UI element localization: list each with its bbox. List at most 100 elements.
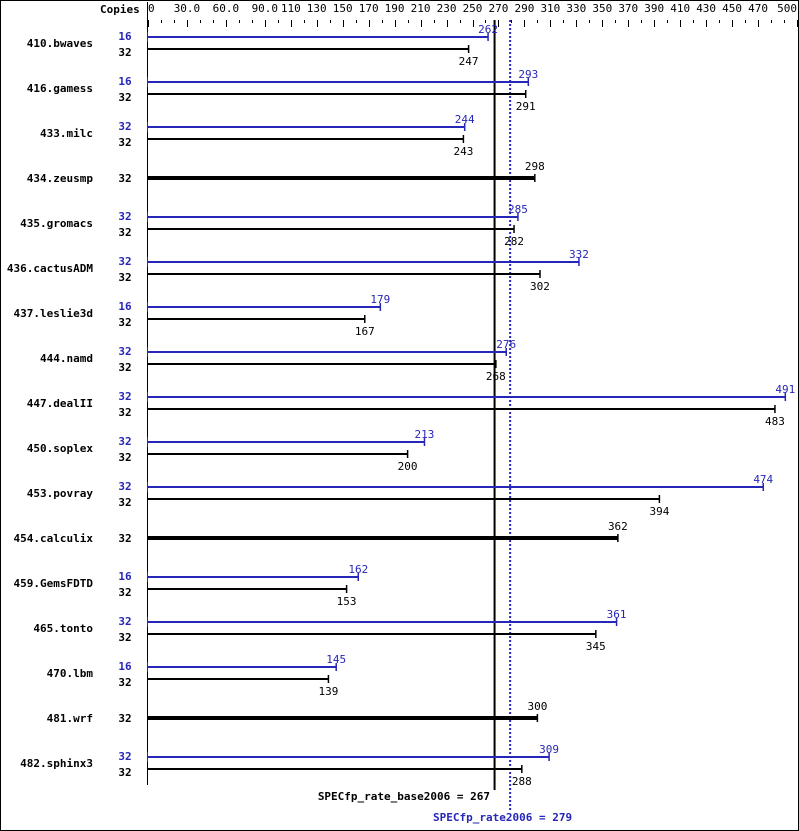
benchmark-label: 433.milc (40, 127, 93, 140)
peak-value-label: 309 (539, 743, 559, 756)
copies-label: 32 (118, 712, 131, 725)
peak-value-label: 276 (496, 338, 516, 351)
x-tick-label: 290 (514, 2, 534, 15)
copies-label: 32 (118, 532, 131, 545)
x-tick-label: 390 (644, 2, 664, 15)
benchmark-label: 453.povray (27, 487, 94, 500)
base-copies-label: 32 (118, 586, 131, 599)
base-value-label: 153 (337, 595, 357, 608)
peak-value-label: 293 (518, 68, 538, 81)
peak-value-label: 361 (607, 608, 627, 621)
base-value-label: 298 (525, 160, 545, 173)
base-copies-label: 32 (118, 361, 131, 374)
base-copies-label: 32 (118, 46, 131, 59)
base-value-label: 300 (527, 700, 547, 713)
peak-value-label: 332 (569, 248, 589, 261)
benchmark-label: 450.soplex (27, 442, 94, 455)
peak-copies-label: 32 (118, 120, 131, 133)
benchmark-label: 416.gamess (27, 82, 93, 95)
base-copies-label: 32 (118, 91, 131, 104)
x-tick-label: 310 (540, 2, 560, 15)
benchmark-label: 436.cactusADM (7, 262, 93, 275)
base-value-label: 200 (398, 460, 418, 473)
peak-value-label: 145 (326, 653, 346, 666)
base-value-label: 302 (530, 280, 550, 293)
peak-copies-label: 32 (118, 750, 131, 763)
peak-copies-label: 32 (118, 390, 131, 403)
copies-label: 32 (118, 172, 131, 185)
base-copies-label: 32 (118, 676, 131, 689)
base-value-label: 345 (586, 640, 606, 653)
benchmark-label: 447.dealII (27, 397, 93, 410)
base-copies-label: 32 (118, 496, 131, 509)
base-value-label: 282 (504, 235, 524, 248)
x-tick-label: 190 (385, 2, 405, 15)
base-value-label: 247 (459, 55, 479, 68)
peak-copies-label: 16 (118, 660, 132, 673)
benchmark-label: 437.leslie3d (14, 307, 93, 320)
base-copies-label: 32 (118, 631, 131, 644)
x-tick-label: 430 (696, 2, 716, 15)
x-tick-label: 90.0 (252, 2, 279, 15)
peak-copies-label: 32 (118, 435, 131, 448)
x-tick-label: 470 (748, 2, 768, 15)
benchmark-label: 434.zeusmp (27, 172, 94, 185)
copies-header: Copies (100, 3, 140, 16)
peak-copies-label: 32 (118, 615, 131, 628)
x-tick-label: 170 (359, 2, 379, 15)
benchmark-label: 470.lbm (47, 667, 94, 680)
base-copies-label: 32 (118, 406, 131, 419)
base-value-label: 139 (318, 685, 338, 698)
base-value-label: 288 (512, 775, 532, 788)
x-tick-label: 270 (489, 2, 509, 15)
benchmark-label: 482.sphinx3 (20, 757, 93, 770)
base-copies-label: 32 (118, 766, 131, 779)
peak-copies-label: 32 (118, 210, 131, 223)
x-tick-label: 500 (777, 2, 797, 15)
base-copies-label: 32 (118, 271, 131, 284)
x-tick-label: 370 (618, 2, 638, 15)
x-tick-label: 60.0 (213, 2, 240, 15)
base-summary-label: SPECfp_rate_base2006 = 267 (318, 790, 490, 803)
peak-value-label: 285 (508, 203, 528, 216)
peak-summary-label: SPECfp_rate2006 = 279 (433, 811, 572, 824)
peak-copies-label: 16 (118, 75, 132, 88)
x-tick-label: 110 (281, 2, 301, 15)
x-tick-label: 230 (437, 2, 457, 15)
benchmark-label: 454.calculix (14, 532, 94, 545)
peak-value-label: 474 (753, 473, 773, 486)
base-value-label: 483 (765, 415, 785, 428)
base-value-label: 167 (355, 325, 375, 338)
peak-value-label: 262 (478, 23, 498, 36)
peak-value-label: 213 (415, 428, 435, 441)
base-copies-label: 32 (118, 226, 131, 239)
benchmark-label: 410.bwaves (27, 37, 93, 50)
peak-copies-label: 16 (118, 30, 132, 43)
peak-copies-label: 32 (118, 345, 131, 358)
base-copies-label: 32 (118, 136, 131, 149)
benchmark-label: 459.GemsFDTD (14, 577, 94, 590)
base-value-label: 243 (453, 145, 473, 158)
base-value-label: 291 (516, 100, 536, 113)
x-tick-label: 150 (333, 2, 353, 15)
base-value-label: 268 (486, 370, 506, 383)
x-tick-label: 330 (566, 2, 586, 15)
base-copies-label: 32 (118, 451, 131, 464)
peak-copies-label: 32 (118, 480, 131, 493)
x-tick-label: 450 (722, 2, 742, 15)
x-tick-label: 410 (670, 2, 690, 15)
peak-copies-label: 32 (118, 255, 131, 268)
base-copies-label: 32 (118, 316, 131, 329)
base-value-label: 362 (608, 520, 628, 533)
x-tick-label: 30.0 (174, 2, 201, 15)
peak-value-label: 162 (348, 563, 368, 576)
x-tick-label: 210 (411, 2, 431, 15)
x-tick-label: 130 (307, 2, 327, 15)
peak-value-label: 244 (455, 113, 475, 126)
peak-value-label: 491 (775, 383, 795, 396)
benchmark-label: 444.namd (40, 352, 93, 365)
x-tick-label: 350 (592, 2, 612, 15)
peak-value-label: 179 (370, 293, 390, 306)
peak-copies-label: 16 (118, 300, 132, 313)
